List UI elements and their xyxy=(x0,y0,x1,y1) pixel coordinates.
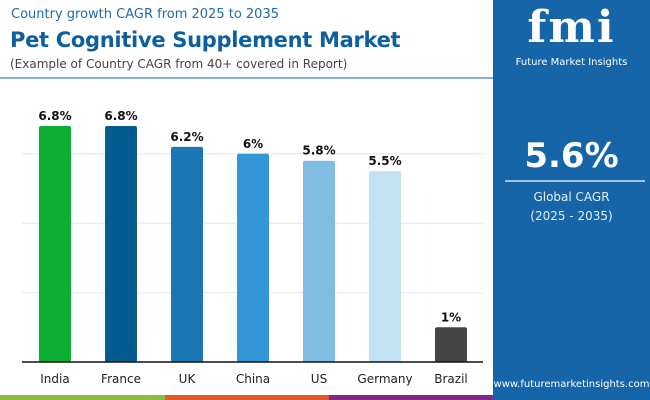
data-label: 6.8% xyxy=(38,109,71,123)
label-line-1: Global CAGR xyxy=(533,190,610,204)
label-line-2: (2025 - 2035) xyxy=(530,209,613,223)
bar-uk xyxy=(171,146,203,362)
data-label: 6% xyxy=(243,137,263,151)
data-label: 6.8% xyxy=(104,109,137,123)
website-link[interactable]: www.futuremarketinsights.com xyxy=(493,379,650,390)
stripe-purple xyxy=(329,395,493,400)
x-tick-label: UK xyxy=(179,372,197,386)
x-tick-label: US xyxy=(311,372,327,386)
fmi-logo: fmi xyxy=(527,2,616,53)
bar-us xyxy=(303,160,335,362)
x-tick-label: Brazil xyxy=(434,372,468,386)
panel-divider xyxy=(505,180,645,182)
data-label: 6.2% xyxy=(170,130,203,144)
data-label: 5.5% xyxy=(368,154,401,168)
x-tick-label: France xyxy=(101,372,141,386)
summary-panel: fmi Future Market Insights 5.6% Global C… xyxy=(493,0,650,400)
bar-india xyxy=(39,126,71,362)
chart-note: (Example of Country CAGR from 40+ covere… xyxy=(10,57,348,71)
x-tick-label: Germany xyxy=(357,372,412,386)
divider xyxy=(0,77,493,79)
global-cagr-value: 5.6% xyxy=(524,136,619,176)
global-cagr-label: Global CAGR (2025 - 2035) xyxy=(493,188,650,226)
x-tick-label: India xyxy=(40,372,69,386)
bar-germany xyxy=(369,171,401,362)
data-label: 5.8% xyxy=(302,144,335,158)
stripe-green xyxy=(0,395,165,400)
logo-text: Future Market Insights xyxy=(515,57,628,68)
chart-title: Pet Cognitive Supplement Market xyxy=(10,28,401,52)
chart-subtitle: Country growth CAGR from 2025 to 2035 xyxy=(11,7,279,22)
stripe-orange xyxy=(165,395,329,400)
x-tick-label: China xyxy=(236,372,270,386)
data-label: 1% xyxy=(441,310,461,324)
bar-france xyxy=(105,126,137,362)
bar-china xyxy=(237,153,269,362)
bar-chart: 6.8% India 6.8% France 6.2% UK 6% China 5.8% US 5.… xyxy=(22,109,483,386)
bar-brazil xyxy=(435,327,467,362)
